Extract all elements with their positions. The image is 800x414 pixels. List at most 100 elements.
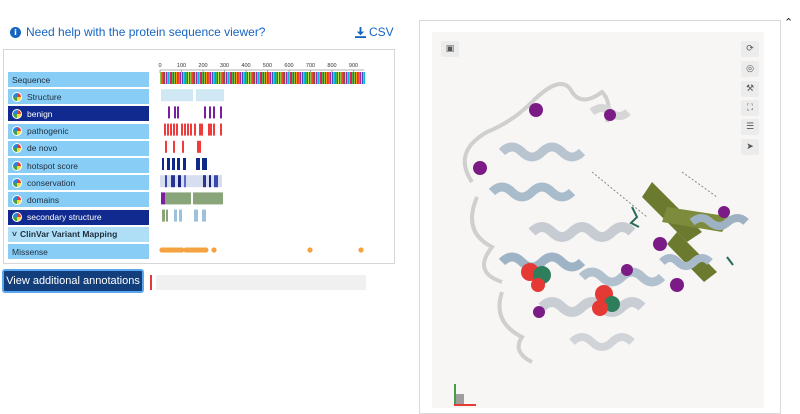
sequence-residue — [204, 72, 205, 84]
track-label-structure[interactable]: Structure — [8, 89, 149, 105]
hotspot-segment — [162, 158, 164, 170]
track-label-domains[interactable]: domains — [8, 192, 149, 208]
track-label-text: de novo — [27, 143, 58, 154]
sequence-residue — [315, 72, 316, 84]
sequence-residue — [273, 72, 274, 84]
track-label-conservation[interactable]: conservation — [8, 175, 149, 191]
pathogenic-variant — [184, 123, 186, 136]
track-settings-icon[interactable] — [12, 126, 22, 137]
protein-tracks-panel: Sequence Structure benign pathogenic de novo… — [3, 49, 395, 290]
secondary-structure-segment — [194, 209, 198, 222]
sequence-residue — [326, 72, 327, 84]
sequence-residue — [314, 72, 315, 84]
track-label-secondary-structure[interactable]: secondary structure — [8, 209, 149, 225]
csv-download-button[interactable]: CSV — [355, 25, 394, 39]
axis-tick-label: 800 — [327, 63, 336, 69]
sequence-residue — [269, 72, 270, 84]
sequence-residue — [316, 72, 317, 84]
sequence-residue — [337, 72, 338, 84]
axis-tick-label: 200 — [198, 63, 207, 69]
pathogenic-variant — [210, 123, 212, 136]
track-settings-icon[interactable] — [12, 212, 22, 223]
pathogenic-variant — [190, 123, 192, 136]
sequence-residue — [288, 72, 289, 84]
sequence-residue — [214, 72, 215, 84]
sequence-residue — [311, 72, 312, 84]
track-label-text: pathogenic — [27, 126, 69, 137]
sequence-residue — [303, 72, 304, 84]
screenshot-icon[interactable]: ▣ — [441, 41, 459, 57]
missense-variant[interactable] — [211, 247, 217, 253]
track-label-text: conservation — [27, 177, 76, 188]
track-settings-icon[interactable] — [12, 160, 22, 171]
sequence-residue — [290, 72, 291, 84]
axis-tick-label: 400 — [241, 63, 250, 69]
sequence-residue — [291, 72, 292, 84]
settings-icon[interactable]: ☰ — [741, 119, 759, 135]
hotspot-segment — [177, 158, 180, 170]
track-label-de-novo[interactable]: de novo — [8, 140, 149, 156]
missense-variant[interactable] — [358, 247, 364, 253]
track-label-clinvar-variant-mapping[interactable]: ˅ ClinVar Variant Mapping — [8, 226, 149, 242]
sequence-residue — [300, 72, 301, 84]
sequence-residue — [351, 72, 352, 84]
sequence-residue — [199, 72, 200, 84]
track-label-hotspot-score[interactable]: hotspot score — [8, 158, 149, 173]
pointer-icon[interactable]: ➤ — [741, 139, 759, 155]
axis-tick-label: 500 — [263, 63, 272, 69]
track-label-missense[interactable]: Missense — [8, 244, 149, 259]
track-label-benign[interactable]: benign — [8, 106, 149, 122]
track-settings-icon[interactable] — [12, 177, 22, 188]
sequence-residue — [240, 72, 241, 84]
view-additional-annotations-button[interactable]: View additional annotations — [2, 269, 144, 293]
track-settings-icon[interactable] — [12, 108, 22, 119]
sequence-residue — [190, 72, 191, 84]
help-link[interactable]: i Need help with the protein sequence vi… — [10, 25, 265, 39]
chevron-down-icon: ˅ — [12, 229, 17, 240]
sequence-residue — [232, 72, 233, 84]
sequence-residue — [354, 72, 355, 84]
sequence-residue — [163, 72, 164, 84]
sequence-residue — [276, 72, 277, 84]
conservation-segment — [171, 175, 175, 188]
reset-icon[interactable]: ⟳ — [741, 41, 759, 57]
sequence-residue — [355, 72, 356, 84]
hotspot-segment — [196, 158, 200, 170]
sequence-residue — [320, 72, 321, 84]
wrench-icon[interactable]: ⚒ — [741, 81, 759, 97]
sequence-residue — [176, 72, 177, 84]
sequence-residue — [323, 72, 324, 84]
sequence-residue — [207, 72, 208, 84]
sequence-viewer[interactable]: 0 100 200 300 400 500 600 700 800 900 — [156, 60, 366, 310]
sequence-residue — [336, 72, 337, 84]
sequence-residue — [198, 72, 199, 84]
track-label-sequence[interactable]: Sequence — [8, 72, 149, 87]
missense-variant[interactable] — [307, 247, 313, 253]
sequence-residue — [170, 72, 171, 84]
sequence-residue — [179, 72, 180, 84]
expand-icon[interactable]: ⛶ — [741, 100, 759, 116]
sequence-residue — [270, 72, 271, 84]
de-novo-variant — [197, 140, 199, 153]
pathogenic-variant — [201, 123, 203, 136]
focus-icon[interactable]: ◎ — [741, 61, 759, 77]
track-label-pathogenic[interactable]: pathogenic — [8, 123, 149, 139]
csv-label: CSV — [369, 25, 394, 39]
track-settings-icon[interactable] — [12, 91, 22, 102]
sequence-residue — [206, 72, 207, 84]
sequence-residue — [178, 72, 179, 84]
structure-3d-canvas[interactable] — [432, 32, 764, 408]
sequence-residue — [164, 72, 165, 84]
collapse-icon[interactable]: ⌃ — [784, 16, 794, 29]
sequence-residue — [304, 72, 305, 84]
track-settings-icon[interactable] — [12, 194, 22, 205]
missense-variant[interactable] — [203, 247, 209, 253]
track-settings-icon[interactable] — [12, 143, 22, 154]
sequence-residue — [248, 72, 249, 84]
sequence-residue — [191, 72, 192, 84]
sequence-residue — [340, 72, 341, 84]
sequence-residue — [345, 72, 346, 84]
track-canvas: 0 100 200 300 400 500 600 700 800 900 — [158, 63, 365, 253]
missense-variant[interactable] — [179, 247, 185, 253]
sequence-residue — [344, 72, 345, 84]
